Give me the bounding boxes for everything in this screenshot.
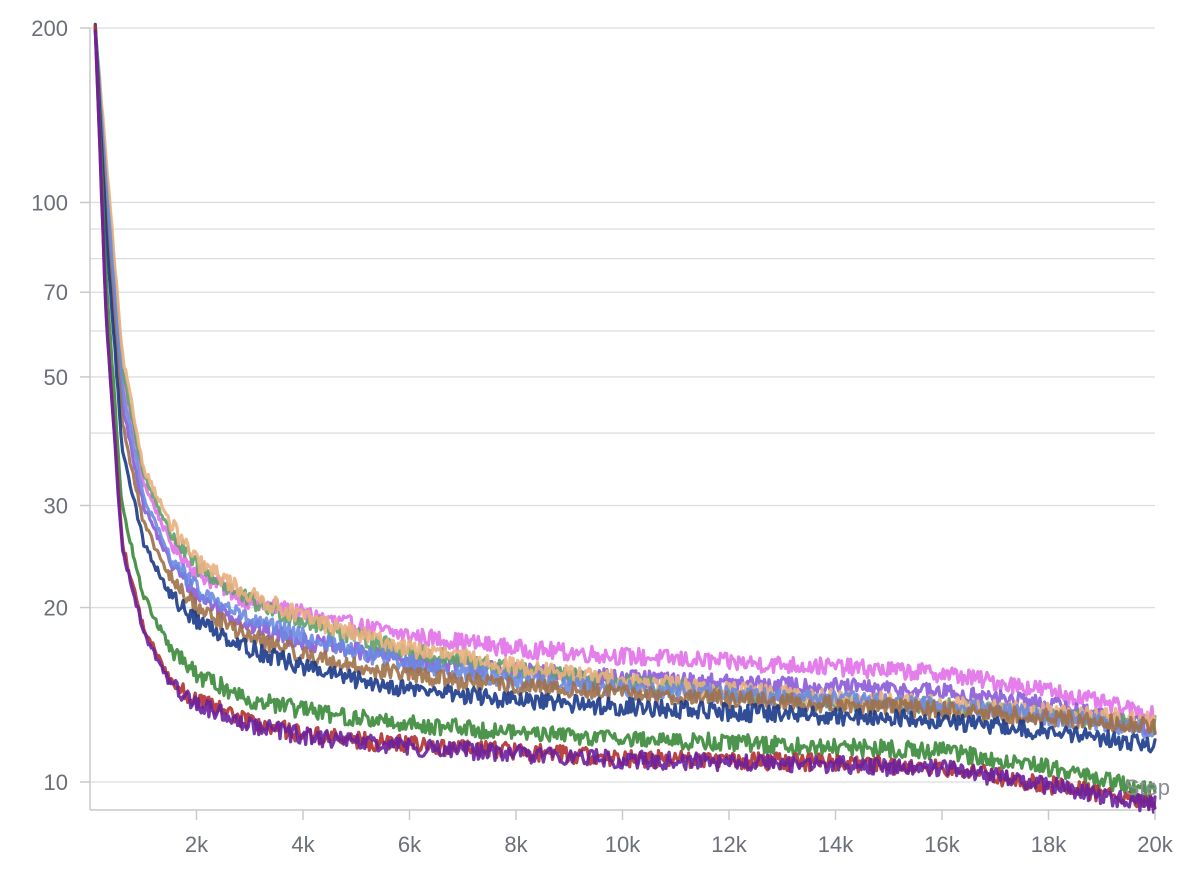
x-tick-label: 6k: [398, 832, 422, 857]
y-tick-label: 50: [44, 365, 68, 390]
y-tick-label: 100: [31, 190, 68, 215]
y-tick-label: 70: [44, 280, 68, 305]
y-tick-label: 200: [31, 16, 68, 41]
x-tick-label: 10k: [605, 832, 641, 857]
x-tick-label: 8k: [504, 832, 528, 857]
x-tick-label: 20k: [1137, 832, 1173, 857]
x-tick-label: 12k: [711, 832, 747, 857]
y-tick-labels: 200 100 70 50 30 20 10: [31, 16, 90, 795]
x-tick-label: 14k: [818, 832, 854, 857]
series-lines: [93, 22, 1157, 814]
series-line-2: [93, 29, 1157, 736]
x-tick-label: 18k: [1031, 832, 1067, 857]
series-line-7: [93, 22, 1157, 754]
y-tick-label: 20: [44, 596, 68, 621]
series-line-8: [93, 27, 1157, 800]
series-line-6: [93, 25, 1157, 736]
series-line-10: [93, 29, 1157, 814]
gridlines: [90, 27, 1155, 783]
y-tick-label: 30: [44, 493, 68, 518]
y-tick-label: 10: [44, 770, 68, 795]
x-axis-title: Step: [1125, 775, 1170, 800]
x-tick-label: 2k: [185, 832, 209, 857]
x-tick-label: 4k: [291, 832, 315, 857]
x-tick-labels: 2k 4k 6k 8k 10k 12k 14k 16k 18k 20k: [185, 810, 1174, 857]
x-tick-label: 16k: [924, 832, 960, 857]
